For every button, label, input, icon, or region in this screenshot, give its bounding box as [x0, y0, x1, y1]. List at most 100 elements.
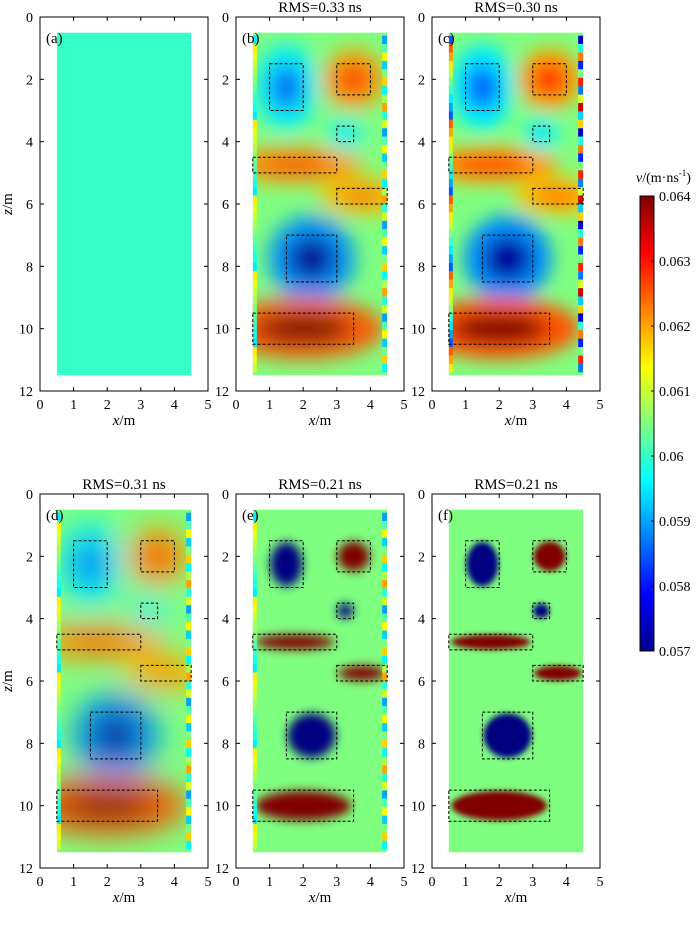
edge-cell	[578, 77, 584, 87]
edge-cell	[186, 596, 192, 606]
edge-cell	[578, 187, 584, 196]
y-tick-label: 4	[418, 613, 425, 628]
edge-cell	[186, 554, 192, 564]
edge-cell	[56, 681, 61, 690]
anomaly-low	[337, 126, 354, 142]
edge-cell	[578, 52, 584, 61]
y-tick-label: 6	[222, 675, 229, 690]
anomaly-low	[287, 713, 336, 758]
edge-cell	[382, 119, 388, 129]
edge-cell	[578, 288, 584, 297]
colorbar-tick-label: 0.063	[659, 255, 691, 270]
edge-cell	[252, 647, 257, 656]
y-tick-label: 2	[26, 73, 33, 88]
edge-artifacts	[448, 35, 584, 373]
edge-cell	[252, 338, 257, 348]
colorbar: v/(m·ns-1) 0.064 0.063 0.062 0.061 0.06 0.059…	[636, 168, 691, 660]
edge-cell	[56, 739, 61, 749]
edge-cell	[252, 756, 257, 766]
anomaly-high	[59, 790, 156, 821]
edge-cell	[186, 622, 192, 631]
edge-cell	[382, 77, 388, 87]
edge-cell	[382, 94, 388, 104]
x-tick-label: 3	[333, 875, 340, 890]
x-tick-label: 5	[597, 398, 604, 413]
box-center	[481, 234, 534, 283]
edge-cell	[578, 347, 584, 356]
anomaly-layer	[448, 43, 584, 360]
edge-cell	[252, 204, 257, 213]
edge-cell	[186, 546, 192, 555]
edge-cell	[56, 807, 61, 816]
y-tick-label: 4	[222, 613, 229, 628]
edge-cell	[382, 731, 388, 740]
edge-cell	[382, 681, 388, 690]
edge-cell	[578, 170, 584, 179]
edge-cell	[252, 638, 257, 648]
edge-cell	[56, 613, 61, 623]
colorbar-tick-label: 0.058	[659, 580, 691, 595]
edge-cell	[56, 580, 61, 589]
edge-cell	[578, 35, 584, 45]
y-tick-label: 12	[411, 862, 425, 877]
edge-cell	[252, 706, 257, 715]
y-tick-label: 6	[26, 675, 33, 690]
edge-cell	[382, 815, 388, 825]
edge-cell	[448, 35, 453, 45]
x-axis-label: x/m	[112, 413, 136, 429]
edge-cell	[252, 330, 257, 339]
x-tick-label: 0	[37, 398, 44, 413]
edge-cell	[448, 338, 453, 348]
edge-cell	[448, 262, 453, 272]
edge-cell	[186, 815, 192, 825]
box-slab-right	[532, 187, 584, 205]
edge-cell	[56, 765, 61, 774]
box-small	[336, 125, 355, 143]
edge-cell	[448, 204, 453, 213]
edge-cell	[448, 94, 453, 104]
edge-cell	[56, 840, 61, 850]
edge-cell	[56, 672, 61, 681]
edge-cell	[448, 279, 453, 289]
y-tick-label: 0	[418, 488, 425, 503]
anomaly-low	[533, 603, 550, 619]
y-tick-label: 12	[215, 862, 229, 877]
edge-cell	[578, 94, 584, 104]
y-tick-label: 2	[418, 73, 425, 88]
edge-cell	[382, 296, 388, 305]
x-tick-label: 5	[597, 875, 604, 890]
edge-cell	[252, 103, 257, 112]
edge-cell	[252, 664, 257, 673]
edge-cell	[578, 145, 584, 154]
y-tick-label: 4	[26, 136, 33, 151]
anomaly-low	[287, 236, 336, 281]
x-tick-label: 2	[104, 875, 111, 890]
panel-letter: (d)	[46, 508, 64, 524]
edge-cell	[382, 204, 388, 213]
anomaly-high	[534, 188, 582, 204]
edge-cell	[578, 195, 584, 204]
edge-cell	[252, 187, 257, 196]
box-slab-left	[252, 156, 338, 174]
edge-cell	[252, 790, 257, 799]
box-center	[285, 234, 338, 283]
edge-artifacts	[252, 35, 388, 373]
edge-cell	[186, 697, 192, 707]
edge-cell	[252, 798, 257, 808]
y-axis-label: z/m	[0, 670, 16, 693]
x-tick-label: 4	[367, 398, 374, 413]
edge-cell	[382, 60, 388, 70]
x-axis-label: x/m	[504, 413, 528, 429]
edge-cell	[382, 664, 388, 673]
edge-cell	[252, 537, 257, 547]
edge-cell	[578, 279, 584, 289]
edge-cell	[382, 145, 388, 154]
anomaly-high	[142, 665, 190, 681]
edge-artifacts	[252, 512, 388, 850]
edge-cell	[252, 723, 257, 732]
edge-cell	[252, 60, 257, 70]
edge-cell	[252, 697, 257, 707]
y-tick-label: 0	[26, 11, 33, 26]
y-tick-label: 10	[19, 800, 33, 815]
edge-cell	[186, 706, 192, 715]
